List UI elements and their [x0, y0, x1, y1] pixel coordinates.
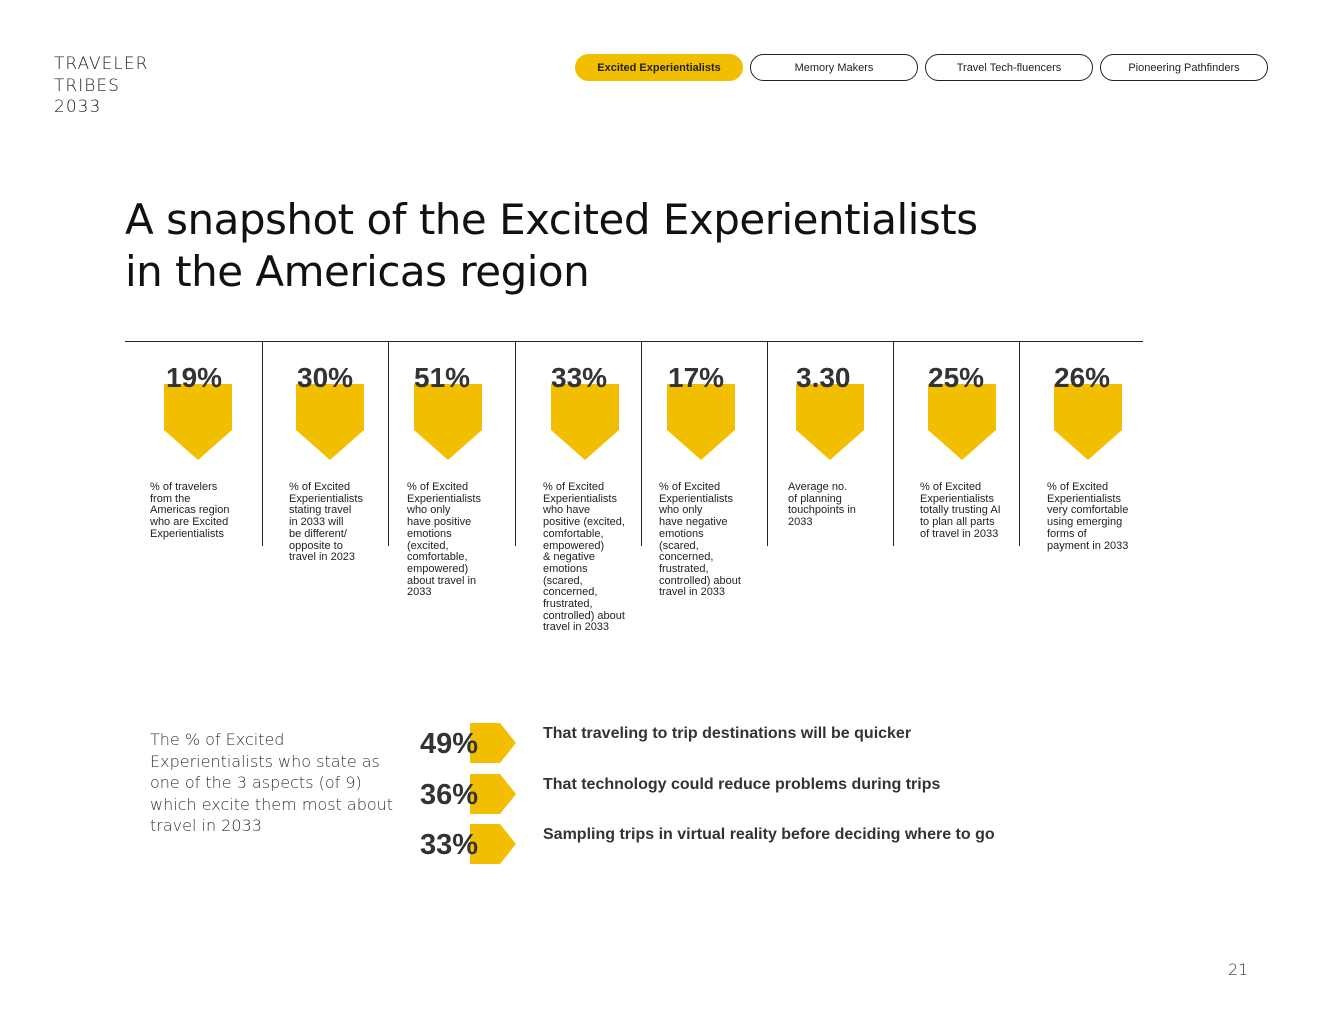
aspect-label: That traveling to trip destinations will…	[543, 725, 912, 742]
stat-value: 19%	[166, 362, 223, 393]
chevron-badge-icon	[164, 384, 232, 460]
chevron-badge-icon	[551, 384, 619, 460]
stats-divider	[515, 341, 516, 546]
brand-line-1: TRAVELER	[54, 54, 149, 74]
stat-value: 51%	[414, 362, 471, 393]
tab-excited-experientialists[interactable]: Excited Experientialists	[575, 54, 743, 81]
chevron-badge-icon	[796, 384, 864, 460]
stat-description: % of Excited Experientialists who only h…	[659, 481, 741, 599]
stat-value: 30%	[297, 362, 354, 393]
arrow-right-icon	[470, 824, 516, 864]
page-number: 21	[1228, 960, 1249, 979]
stat-description: % of Excited Experientialists who have p…	[543, 481, 625, 634]
stat-description: % of Excited Experientialists stating tr…	[289, 481, 363, 564]
aspects-intro: The % of Excited Experientialists who st…	[150, 730, 394, 836]
stat-value: 26%	[1054, 362, 1111, 393]
stat-description: % of Excited Experientialists who only h…	[407, 481, 481, 599]
stat-value: 33%	[551, 362, 608, 393]
aspect-label: Sampling trips in virtual reality before…	[543, 826, 995, 843]
title-line-2: in the Americas region	[125, 247, 590, 296]
title-line-1: A snapshot of the Excited Experientialis…	[125, 195, 978, 244]
page-title: A snapshot of the Excited Experientialis…	[125, 194, 978, 298]
arrow-right-icon	[470, 723, 516, 763]
chevron-badge-icon	[928, 384, 996, 460]
aspect-value: 33%	[420, 829, 479, 861]
aspect-label: That technology could reduce problems du…	[543, 776, 941, 793]
stat-description: % of Excited Experientialists totally tr…	[920, 481, 1001, 540]
stats-divider	[641, 341, 642, 546]
stat-description: % of Excited Experientialists very comfo…	[1047, 481, 1129, 552]
stat-description: % of travelers from the Americas region …	[150, 481, 230, 540]
aspect-row: 33% Sampling trips in virtual reality be…	[420, 824, 1120, 864]
chevron-badge-icon	[1054, 384, 1122, 460]
brand-line-3: 2033	[54, 97, 102, 117]
tab-pioneering-pathfinders[interactable]: Pioneering Pathfinders	[1100, 54, 1268, 81]
aspect-value: 49%	[420, 728, 479, 760]
aspect-value: 36%	[420, 779, 479, 811]
tribe-tabs: Excited Experientialists Memory Makers T…	[575, 54, 1268, 81]
stats-top-rule	[125, 341, 1143, 342]
tab-travel-tech-fluencers[interactable]: Travel Tech-fluencers	[925, 54, 1093, 81]
chevron-badge-icon	[667, 384, 735, 460]
stats-divider	[893, 341, 894, 546]
arrow-right-icon	[470, 774, 516, 814]
aspect-row: 36% That technology could reduce problem…	[420, 774, 1120, 814]
stats-divider	[1019, 341, 1020, 546]
stats-divider	[262, 341, 263, 546]
stat-value: 3.30	[796, 362, 851, 393]
brand-logo: TRAVELER TRIBES 2033	[54, 54, 148, 119]
tab-memory-makers[interactable]: Memory Makers	[750, 54, 918, 81]
chevron-badge-icon	[414, 384, 482, 460]
stats-divider	[767, 341, 768, 546]
stat-value: 17%	[668, 362, 725, 393]
chevron-badge-icon	[296, 384, 364, 460]
brand-line-2: TRIBES	[54, 75, 120, 96]
aspect-row: 49% That traveling to trip destinations …	[420, 723, 1120, 763]
stat-description: Average no. of planning touchpoints in 2…	[788, 481, 856, 529]
stats-divider	[388, 341, 389, 546]
stat-value: 25%	[928, 362, 985, 393]
